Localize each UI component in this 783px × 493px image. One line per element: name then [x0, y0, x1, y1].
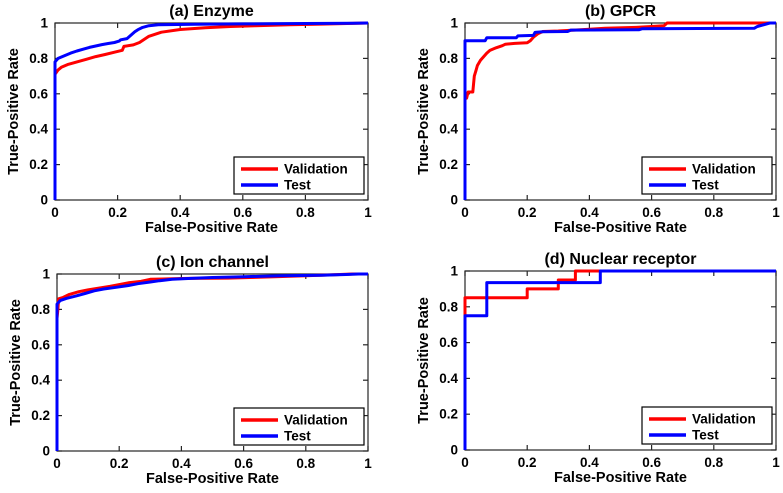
x-tick-label: 0	[461, 455, 469, 470]
legend-box	[641, 406, 773, 445]
roc-curve-test	[463, 21, 776, 200]
roc-curve-test	[53, 21, 369, 200]
y-tick-label: 1	[40, 16, 48, 31]
x-tick-label: 1	[772, 455, 780, 470]
y-tick-label: 0	[450, 443, 458, 458]
chart-title: (a) Enzyme	[169, 3, 254, 20]
x-tick-label: 0.4	[171, 205, 190, 220]
x-tick-label: 0.6	[642, 455, 661, 470]
y-tick-label: 0.6	[439, 335, 458, 350]
x-tick-label: 1	[364, 205, 372, 220]
y-tick-label: 0.4	[29, 122, 48, 137]
roc-chart-ion-channel: (c) Ion channel False-Positive Rate True-P…	[8, 254, 372, 487]
y-tick-label: 0.4	[31, 373, 50, 388]
x-tick-label: 0.2	[110, 456, 129, 471]
panel-ion-channel: (c) Ion channel False-Positive Rate True-P…	[0, 247, 391, 493]
roc-chart-nuclear-receptor: (d) Nuclear receptor False-Positive Rate T…	[416, 251, 780, 486]
legend-item-validation: Validation	[649, 412, 756, 427]
legend-item-test: Test	[649, 178, 719, 193]
legend-label-test: Test	[692, 428, 719, 443]
x-axis-label: False-Positive Rate	[554, 220, 687, 236]
legend-box	[233, 407, 365, 446]
y-tick-label: 0	[40, 193, 48, 208]
panel-enzyme: (a) Enzyme False-Positive Rate True-Positi…	[0, 0, 391, 247]
legend-label-validation: Validation	[692, 412, 756, 427]
roc-chart-gpcr: (b) GPCR False-Positive Rate True-Positive…	[416, 3, 780, 236]
x-tick-label: 0	[53, 456, 61, 471]
x-tick-label: 0.6	[233, 205, 252, 220]
chart-title: (b) GPCR	[585, 3, 657, 20]
y-tick-label: 0.6	[31, 337, 50, 352]
roc-curve-test	[463, 269, 776, 450]
x-tick-label: 0.4	[580, 455, 599, 470]
y-tick-label: 0.2	[439, 157, 458, 172]
y-axis-label: True-Positive Rate	[416, 297, 432, 424]
y-tick-label: 0.6	[439, 86, 458, 101]
legend-box	[641, 156, 773, 195]
y-tick-label: 0.8	[439, 51, 458, 66]
y-tick-label: 0.4	[439, 371, 458, 386]
y-tick-label: 0.8	[31, 302, 50, 317]
y-axis-label: True-Positive Rate	[6, 48, 22, 175]
chart-title: (d) Nuclear receptor	[544, 251, 696, 268]
y-tick-label: 0.8	[439, 299, 458, 314]
y-axis-label: True-Positive Rate	[8, 299, 24, 426]
legend-label-test: Test	[284, 429, 311, 444]
y-tick-label: 0	[42, 444, 50, 459]
legend-item-validation: Validation	[241, 413, 348, 428]
legend-label-validation: Validation	[692, 162, 756, 177]
panel-nuclear-receptor: (d) Nuclear receptor False-Positive Rate T…	[391, 247, 783, 493]
y-tick-label: 0.2	[439, 407, 458, 422]
y-tick-label: 1	[42, 267, 50, 282]
x-tick-label: 0.6	[234, 456, 253, 471]
x-tick-label: 0.6	[642, 205, 661, 220]
y-axis-label: True-Positive Rate	[416, 48, 432, 175]
x-tick-label: 0.4	[580, 205, 599, 220]
y-tick-label: 0.2	[29, 157, 48, 172]
panel-gpcr: (b) GPCR False-Positive Rate True-Positive…	[391, 0, 783, 247]
x-tick-label: 1	[364, 456, 372, 471]
y-tick-label: 0.6	[29, 86, 48, 101]
legend-item-test: Test	[241, 178, 311, 193]
roc-curve-validation	[463, 21, 776, 200]
roc-chart-enzyme: (a) Enzyme False-Positive Rate True-Positi…	[6, 3, 372, 236]
y-tick-label: 0.2	[31, 408, 50, 423]
x-axis-label: False-Positive Rate	[145, 220, 278, 236]
x-tick-label: 0.2	[518, 205, 537, 220]
x-tick-label: 0	[51, 205, 59, 220]
x-tick-label: 0.8	[296, 205, 315, 220]
x-tick-label: 1	[772, 205, 780, 220]
legend-label-test: Test	[284, 178, 311, 193]
x-axis-label: False-Positive Rate	[554, 470, 687, 486]
chart-title: (c) Ion channel	[156, 254, 269, 271]
x-tick-label: 0.8	[704, 455, 723, 470]
legend-label-validation: Validation	[284, 413, 348, 428]
y-tick-label: 0	[450, 193, 458, 208]
x-axis-label: False-Positive Rate	[146, 471, 279, 487]
x-tick-label: 0.8	[296, 456, 315, 471]
legend-item-validation: Validation	[649, 162, 756, 177]
x-tick-label: 0.8	[704, 205, 723, 220]
x-tick-label: 0.2	[518, 455, 537, 470]
x-tick-label: 0.2	[108, 205, 127, 220]
y-tick-label: 1	[450, 264, 458, 279]
x-tick-label: 0	[461, 205, 469, 220]
legend-item-validation: Validation	[241, 162, 348, 177]
x-tick-label: 0.4	[172, 456, 191, 471]
legend-item-test: Test	[241, 429, 311, 444]
y-tick-label: 1	[450, 16, 458, 31]
roc-curve-test	[55, 272, 368, 451]
y-tick-label: 0.4	[439, 122, 458, 137]
roc-curve-validation	[53, 21, 369, 200]
legend-label-validation: Validation	[284, 162, 348, 177]
legend-item-test: Test	[649, 428, 719, 443]
legend-label-test: Test	[692, 178, 719, 193]
y-tick-label: 0.8	[29, 51, 48, 66]
legend-box	[233, 156, 365, 195]
